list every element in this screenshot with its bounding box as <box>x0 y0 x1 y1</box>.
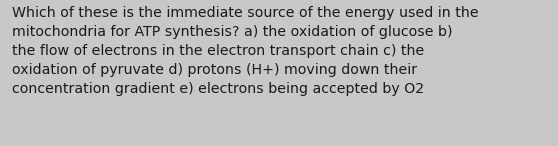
Text: Which of these is the immediate source of the energy used in the
mitochondria fo: Which of these is the immediate source o… <box>12 6 479 96</box>
